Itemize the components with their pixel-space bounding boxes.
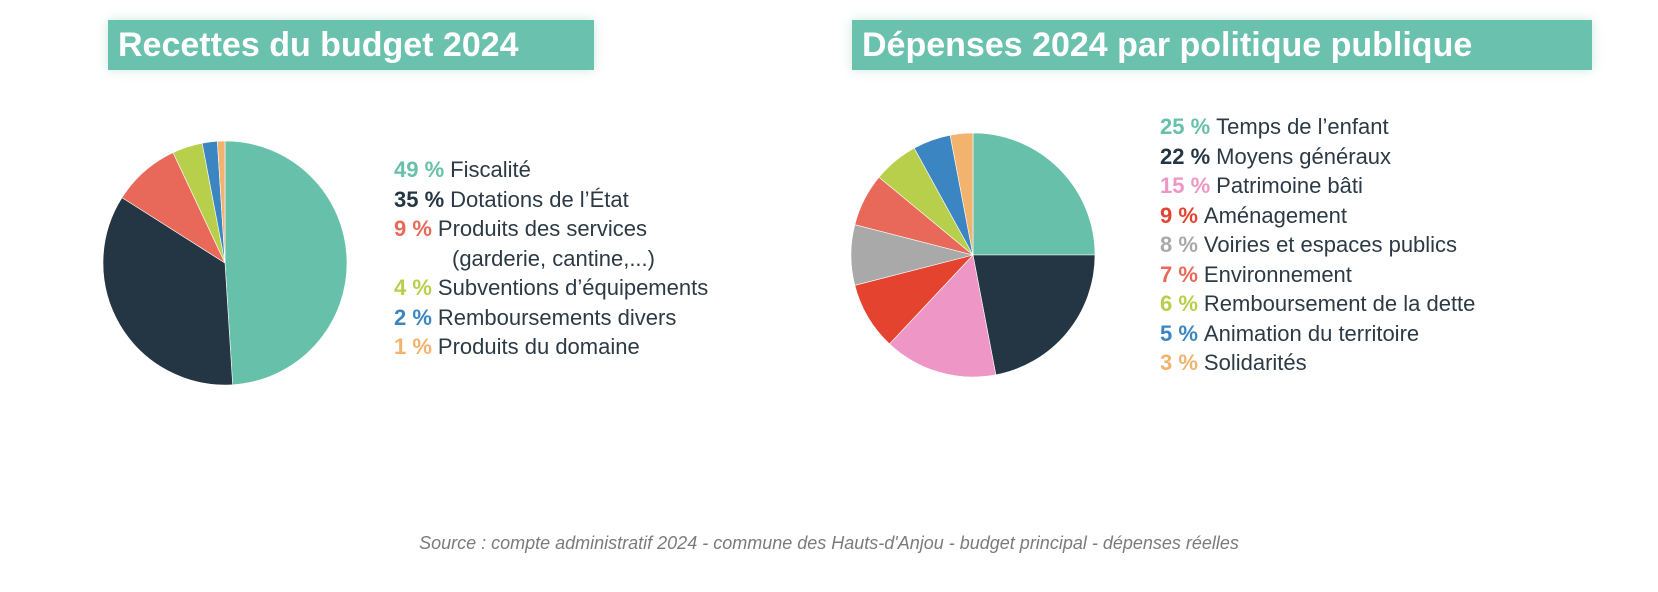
legend-percent: 9 %: [394, 216, 432, 241]
depenses-pie-chart: [850, 132, 1096, 378]
pie-slice-0: [224, 140, 348, 386]
legend-percent: 9 %: [1160, 202, 1198, 228]
recettes-pie-chart: [102, 140, 348, 386]
legend-percent: 35 %: [394, 186, 445, 212]
legend-label: Fiscalité: [450, 157, 531, 182]
legend-label: Environnement: [1203, 261, 1352, 287]
recettes-legend: 49 % Fiscalité 35 % Dotations de l’État 9 …: [394, 155, 708, 362]
legend-item-animation: 5 % Animation du territoire: [1160, 319, 1475, 349]
legend-label: Dotations de l’État: [450, 186, 629, 212]
legend-percent: 6 %: [1160, 291, 1198, 316]
legend-item-fiscalite: 49 % Fiscalité: [394, 155, 708, 185]
legend-item-remboursement-dette: 6 % Remboursement de la dette: [1160, 289, 1475, 319]
legend-label: Produits des services: [437, 216, 648, 241]
legend-label-detail: (garderie, cantine,...): [452, 245, 655, 271]
legend-percent: 5 %: [1160, 320, 1198, 346]
recettes-chart-title: Recettes du budget 2024: [108, 20, 594, 70]
legend-percent: 25 %: [1160, 114, 1211, 139]
pie-slice-1: [972, 254, 1096, 376]
legend-percent: 8 %: [1160, 232, 1198, 257]
legend-label: Temps de l’enfant: [1216, 114, 1389, 139]
legend-item-moyens-generaux: 22 % Moyens généraux: [1160, 142, 1475, 172]
legend-percent: 15 %: [1160, 173, 1211, 198]
legend-item-environnement: 7 % Environnement: [1160, 260, 1475, 290]
legend-item-subventions: 4 % Subventions d’équipements: [394, 273, 708, 303]
legend-item-produits-domaine: 1 % Produits du domaine: [394, 332, 708, 362]
legend-label: Remboursement de la dette: [1203, 291, 1476, 316]
legend-item-solidarites: 3 % Solidarités: [1160, 348, 1475, 378]
legend-label: Produits du domaine: [437, 334, 640, 359]
source-note: Source : compte administratif 2024 - com…: [419, 533, 1239, 553]
depenses-chart-title: Dépenses 2024 par politique publique: [852, 20, 1592, 70]
legend-label: Voiries et espaces publics: [1203, 232, 1458, 257]
pie-slice-8: [949, 132, 974, 256]
pie-slice-0: [972, 132, 1096, 256]
legend-label: Moyens généraux: [1216, 143, 1392, 169]
legend-item-temps-enfant: 25 % Temps de l’enfant: [1160, 112, 1475, 142]
depenses-legend: 25 % Temps de l’enfant 22 % Moyens générau…: [1160, 112, 1475, 378]
pie-slice-5: [217, 140, 226, 264]
legend-item-dotations: 35 % Dotations de l’État: [394, 185, 708, 215]
legend-percent: 49 %: [394, 157, 445, 182]
legend-percent: 22 %: [1160, 143, 1211, 169]
legend-item-amenagement: 9 % Aménagement: [1160, 201, 1475, 231]
pie-slice-2: [889, 254, 997, 378]
legend-percent: 3 %: [1160, 350, 1198, 375]
legend-label: Animation du territoire: [1203, 320, 1420, 346]
legend-label: Aménagement: [1203, 202, 1348, 228]
legend-label: Subventions d’équipements: [437, 275, 709, 300]
pie-slice-1: [102, 197, 233, 386]
legend-percent: 1 %: [394, 334, 432, 359]
legend-percent: 7 %: [1160, 261, 1198, 287]
legend-item-remboursements: 2 % Remboursements divers: [394, 303, 708, 333]
legend-label: Solidarités: [1203, 350, 1307, 375]
legend-item-voiries: 8 % Voiries et espaces publics: [1160, 230, 1475, 260]
legend-percent: 2 %: [394, 304, 432, 330]
legend-item-patrimoine-bati: 15 % Patrimoine bâti: [1160, 171, 1475, 201]
legend-percent: 4 %: [394, 275, 432, 300]
legend-label: Patrimoine bâti: [1216, 173, 1363, 198]
legend-label: Remboursements divers: [437, 304, 677, 330]
legend-item-produits-services: 9 % Produits des services (garderie, cant…: [394, 214, 708, 273]
